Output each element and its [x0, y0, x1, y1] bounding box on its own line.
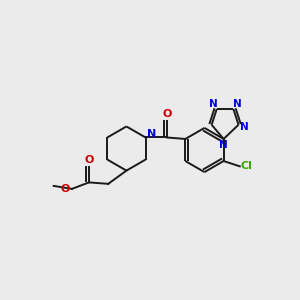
- Text: N: N: [233, 99, 242, 109]
- Text: O: O: [61, 184, 70, 194]
- Text: O: O: [84, 155, 94, 165]
- Text: N: N: [219, 140, 227, 150]
- Text: N: N: [240, 122, 249, 132]
- Text: O: O: [162, 109, 172, 119]
- Text: Cl: Cl: [241, 161, 253, 171]
- Text: N: N: [208, 99, 217, 109]
- Text: N: N: [147, 129, 156, 139]
